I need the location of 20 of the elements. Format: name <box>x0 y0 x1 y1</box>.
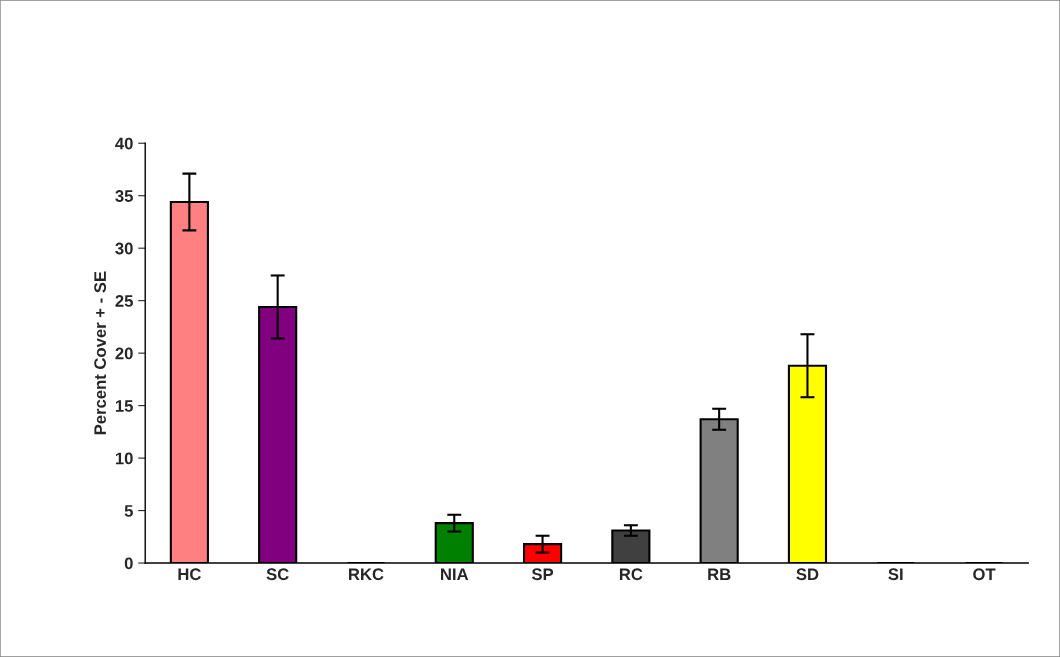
x-tick-label: OT <box>973 568 996 581</box>
y-tick-label: 25 <box>115 295 133 307</box>
y-tick-label: 10 <box>115 452 133 465</box>
y-tick-label: 20 <box>115 347 133 360</box>
y-tick-label: 40 <box>115 137 133 150</box>
y-tick-label: 30 <box>115 242 133 255</box>
x-tick-label: SC <box>266 568 289 581</box>
x-tick-label: SD <box>796 568 819 581</box>
x-tick-label: NIA <box>441 568 469 580</box>
x-tick-label: RKC <box>349 568 384 581</box>
x-tick-label: SI <box>888 568 903 581</box>
x-tick-label: HC <box>178 568 201 581</box>
x-tick-label: SP <box>531 568 554 581</box>
y-tick-label: 35 <box>115 190 133 202</box>
y-tick-label: 5 <box>124 505 133 517</box>
x-tick-label: RB <box>708 568 731 580</box>
y-tick-label: 15 <box>115 400 133 412</box>
y-tick-label: 0 <box>124 557 133 570</box>
y-axis-title: Percent Cover + - SE <box>94 271 107 435</box>
x-tick-label: RC <box>619 568 643 581</box>
